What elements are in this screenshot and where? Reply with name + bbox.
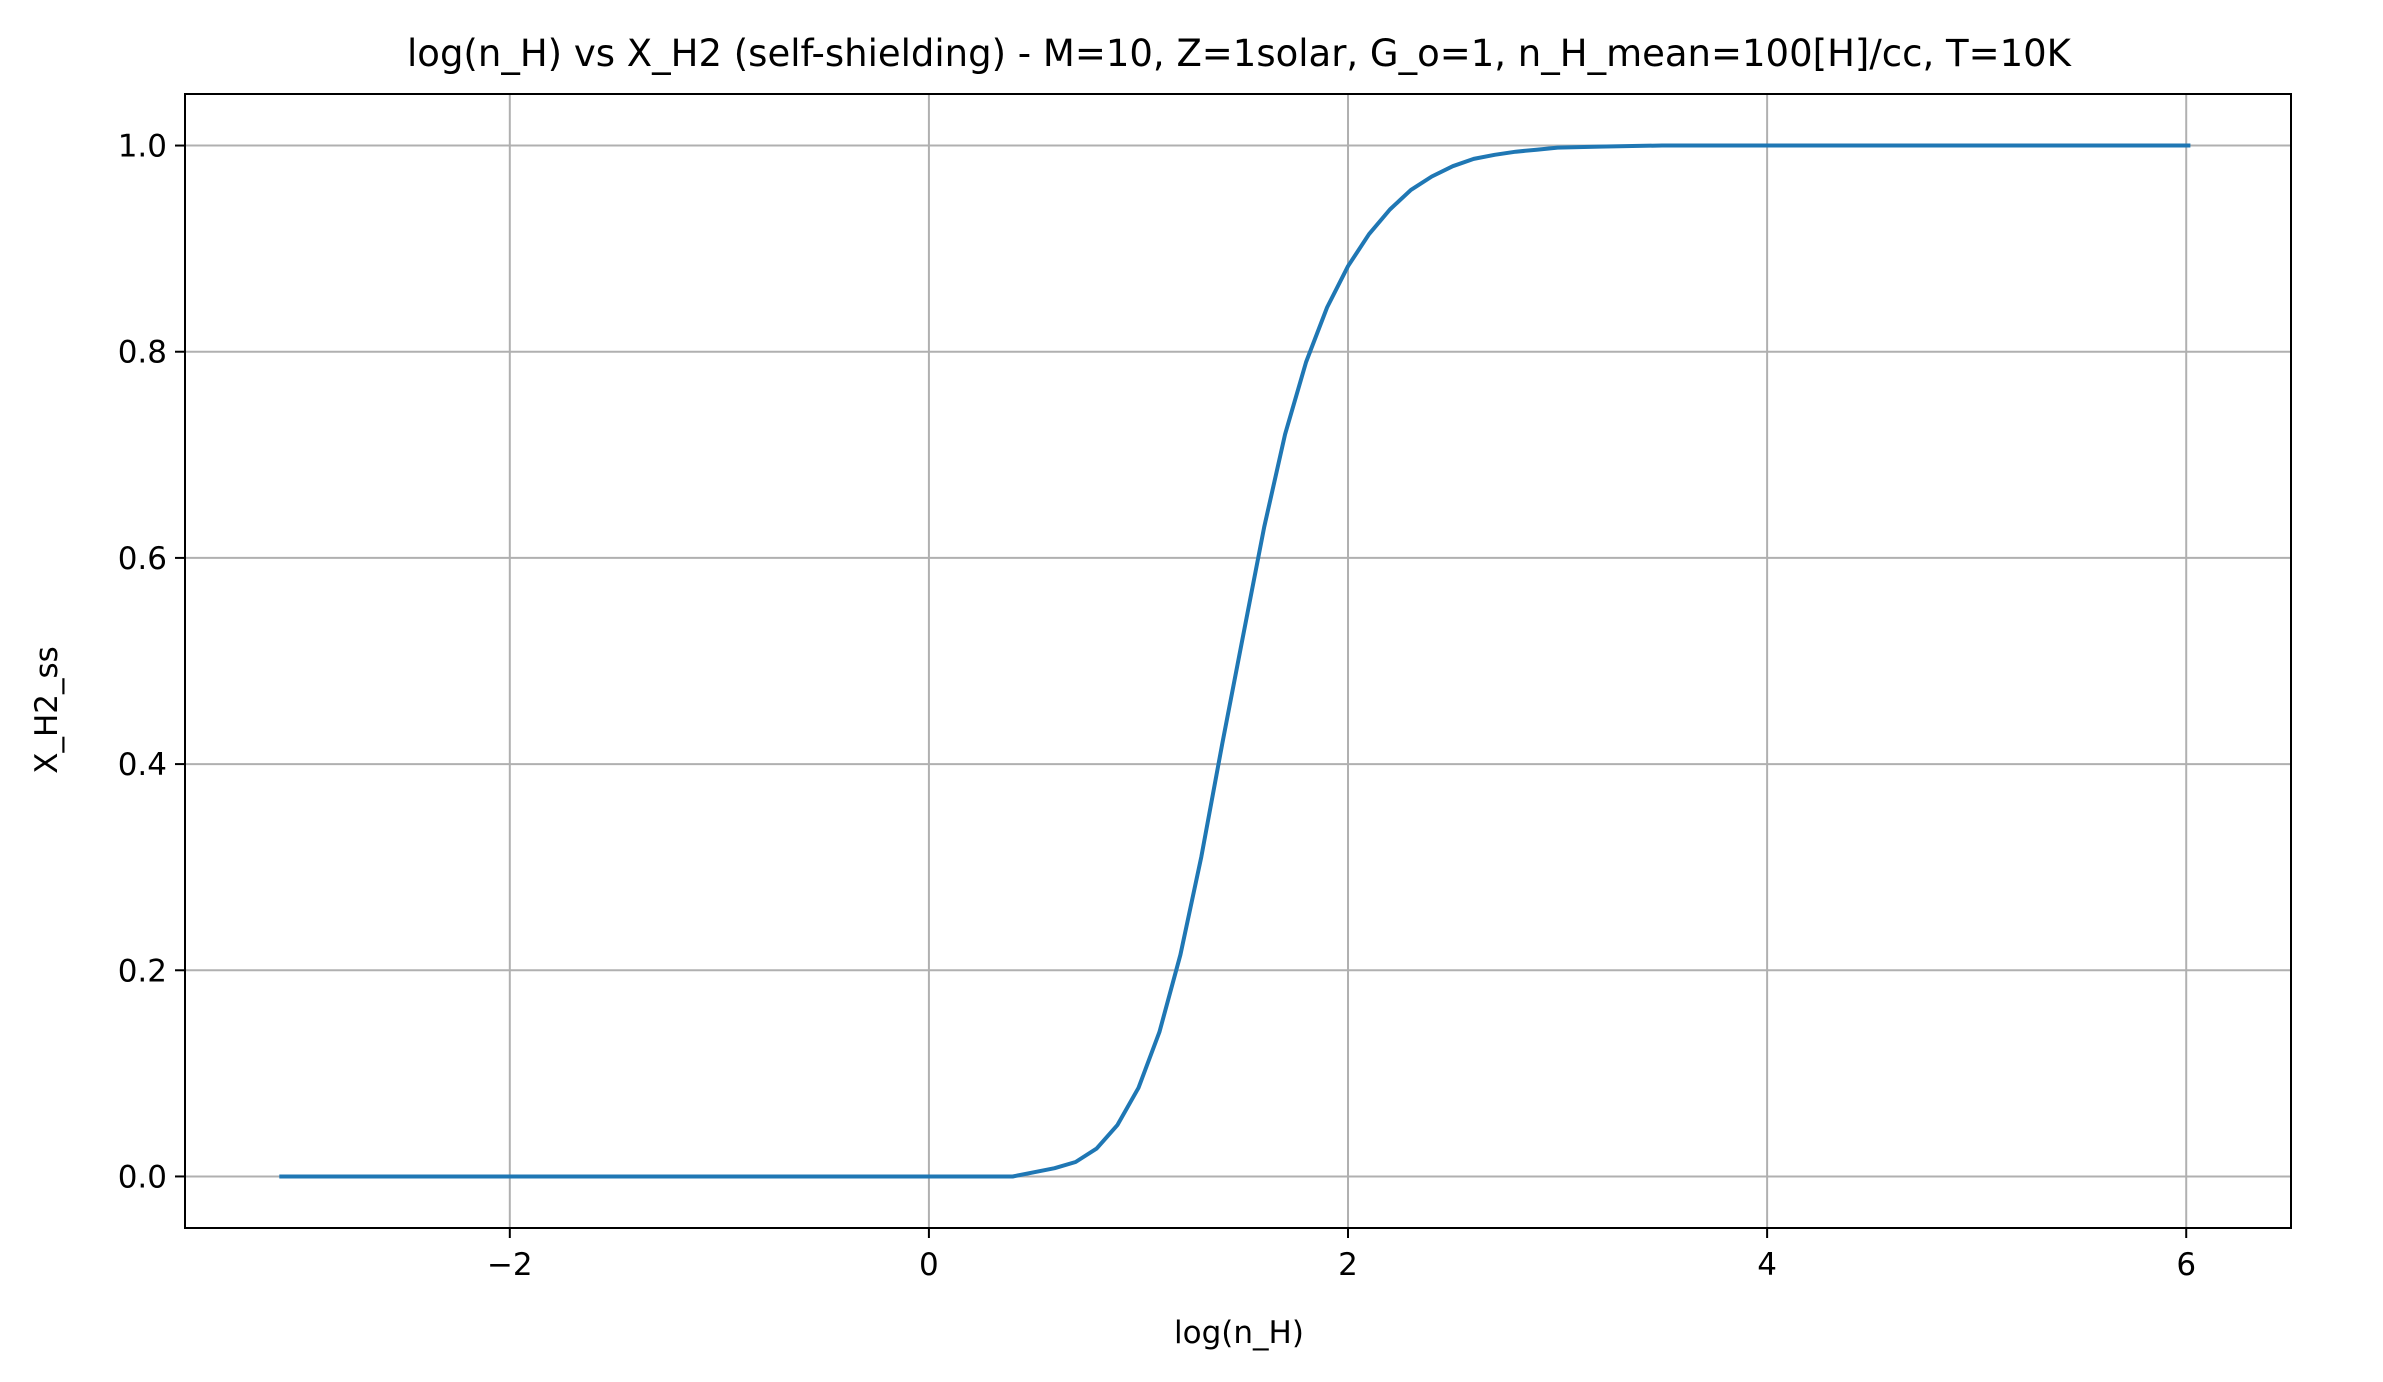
x-axis-ticks: −2 0 2 4 6 <box>487 1228 2196 1283</box>
x-tick-label: −2 <box>487 1247 533 1283</box>
x-tick-label: 6 <box>2176 1247 2196 1283</box>
y-axis-ticks: 0.0 0.2 0.4 0.6 0.8 1.0 <box>118 129 185 1195</box>
plot-frame <box>184 93 2292 1229</box>
y-tick-label: 0.0 <box>118 1159 167 1195</box>
y-tick-label: 1.0 <box>118 129 167 165</box>
series-line-0 <box>279 143 2191 1179</box>
y-tick-label: 0.6 <box>118 541 167 577</box>
y-tick-label: 0.2 <box>118 953 167 989</box>
y-tick-label: 0.8 <box>118 335 167 371</box>
y-tick-label: 0.4 <box>118 747 167 783</box>
x-tick-label: 0 <box>919 1247 939 1283</box>
series-layer <box>279 143 2191 1179</box>
chart-title: log(n_H) vs X_H2 (self-shielding) - M=10… <box>407 32 2073 75</box>
x-tick-label: 4 <box>1757 1247 1777 1283</box>
x-axis-label: log(n_H) <box>1174 1315 1304 1351</box>
x-tick-label: 2 <box>1338 1247 1358 1283</box>
y-axis-label: X_H2_ss <box>29 646 65 774</box>
